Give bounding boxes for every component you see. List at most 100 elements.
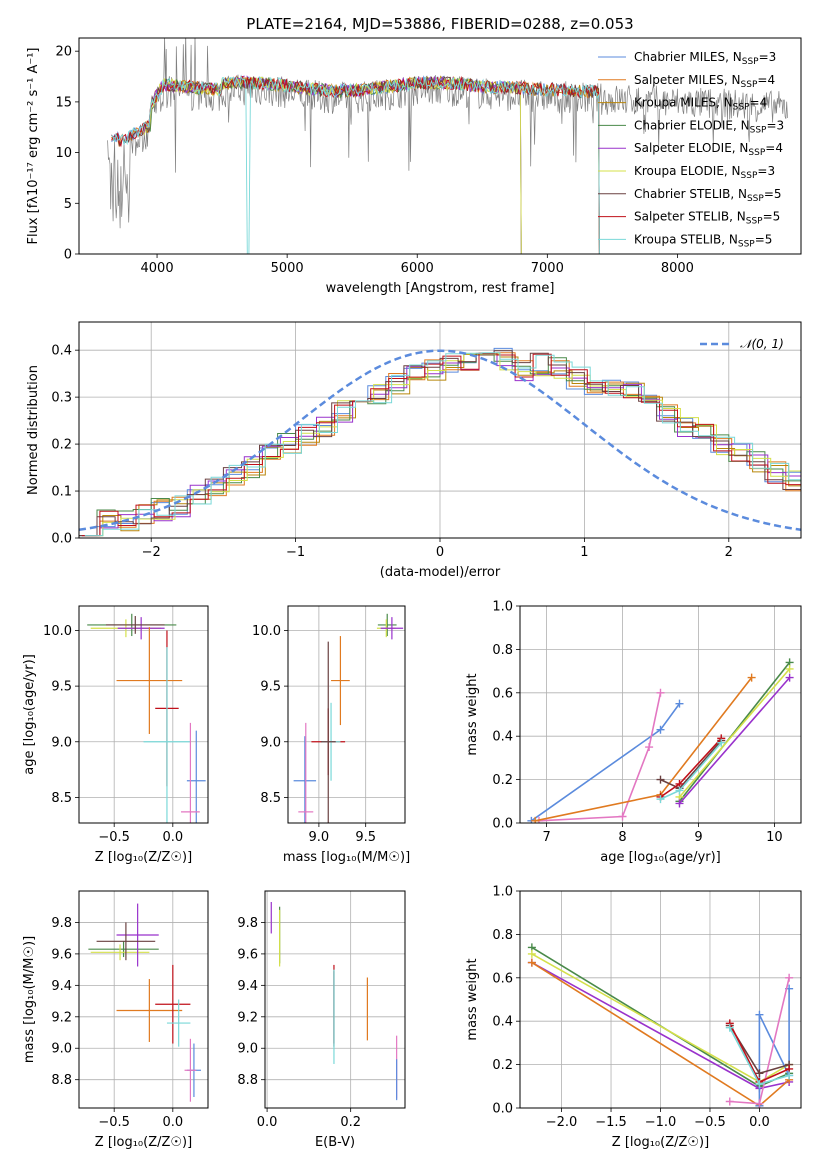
weight-series [675,664,794,801]
plot-area [88,903,201,1102]
y-tick-label: 9.5 [260,680,281,695]
y-axis-label: mass weight [465,958,480,1040]
plot-area [527,943,794,1108]
weight-marker [618,812,627,821]
weight-marker [755,1010,764,1019]
y-tick-label: 10.0 [252,624,281,639]
x-tick-label: −2 [142,545,161,560]
errorbar-point [298,722,314,823]
weight-line [535,677,753,822]
errorbar-point [96,922,156,961]
y-tick-label: 8.5 [51,791,72,806]
weight-marker [527,949,536,958]
panel-age-vs-mass: 9.0 9.5 8.5 9.0 9.5 10.0 mass [log₁₀(M/M☉)] [252,605,410,865]
legend-entry: Salpeter ELODIE, NSSP=4 [634,141,783,158]
residual-histogram [81,352,801,537]
x-tick-label: −1.5 [595,1115,627,1130]
y-tick-label: 9.0 [237,1042,258,1057]
weight-marker [785,1071,794,1080]
weight-line [538,692,662,822]
weight-marker [656,775,665,784]
y-tick-label: 1.0 [492,885,513,900]
y-tick-label: 9.6 [51,947,72,962]
axes-frame [519,605,802,824]
panel-weight-vs-Z: −2.0 −1.5 −1.0 −0.5 0.0 0.0 0.2 0.4 0.6 0.8 1.0 Z [… [465,885,802,1150]
y-tick-label: 8.8 [237,1073,258,1088]
x-tick-label: 0.0 [749,1115,770,1130]
x-tick-label: 6000 [401,261,434,276]
plot-area [107,38,788,254]
errorbar-point [181,722,200,823]
weight-marker [675,799,684,808]
x-tick-label: 2 [725,545,733,560]
y-axis-label: age [log₁₀(age/yr)] [22,654,37,775]
residual-histogram [84,352,801,537]
panel-mass-vs-Z: −0.5 0.0 8.8 9.0 9.2 9.4 9.6 9.8 Z [log₁₀(Z/Z☉)]… [22,890,209,1150]
weight-marker [645,743,654,752]
y-tick-label: 5 [64,197,72,212]
y-axis-label: Flux [fλ10⁻¹⁷ erg cm⁻² s⁻¹ A⁻¹] [26,48,41,245]
x-tick-label: −0.5 [98,1115,130,1130]
residual-histogram [79,353,801,537]
weight-marker [656,688,665,697]
x-tick-label: 0.0 [162,830,183,845]
x-tick-label: −1 [286,545,305,560]
errorbar-point [380,617,404,640]
errorbar-point [166,999,191,1047]
errorbar-point [320,641,336,823]
y-tick-label: 0.2 [51,438,72,453]
weight-marker [725,1023,734,1032]
y-tick-label: 9.0 [260,735,281,750]
weight-marker [755,1080,764,1089]
y-tick-label: 0.4 [492,1015,513,1030]
errorbar-point [331,636,350,726]
model-spectrum [111,75,600,254]
y-tick-label: 9.2 [237,1010,258,1025]
y-tick-label: 1.0 [492,600,513,615]
weight-marker [747,673,756,682]
axes-frame [78,890,209,1109]
axes-frame [264,890,406,1109]
weight-line [678,668,791,798]
x-tick-label: −0.5 [694,1115,726,1130]
weight-marker [755,1099,764,1108]
weight-series [675,673,794,808]
figure-title: PLATE=2164, MJD=53886, FIBERID=0288, z=0… [246,15,633,33]
weight-series [725,1023,794,1089]
axes-frame [78,605,209,824]
y-tick-label: 8.5 [260,791,281,806]
x-tick-label: 0.0 [162,1115,183,1130]
x-axis-label: E(B-V) [315,1135,355,1150]
y-tick-label: 0.6 [492,971,513,986]
x-tick-label: 0.2 [340,1115,361,1130]
legend-entry: Kroupa ELODIE, NSSP=3 [634,164,775,181]
y-tick-label: 9.2 [51,1010,72,1025]
x-tick-label: 7 [542,830,550,845]
y-axis-label: mass [log₁₀(M/M☉)] [22,936,37,1063]
plot-area [79,347,801,537]
panel-weight-vs-age: 7 8 9 10 0.0 0.2 0.4 0.6 0.8 1.0 age [log₁₀(age/yr… [465,600,802,865]
normal-reference-curve [79,349,801,532]
y-tick-label: 0.4 [51,344,72,359]
legend-entry: 𝒩(0, 1) [740,337,784,351]
y-axis-label: mass weight [465,673,480,755]
y-tick-label: 0.0 [492,1102,513,1117]
x-axis-label: age [log₁₀(age/yr)] [600,850,721,865]
plot-area [293,613,404,823]
errorbar-point [186,730,206,823]
x-axis-label: Z [log₁₀(Z/Z☉)] [95,1135,192,1150]
errorbar-point [116,979,183,1042]
weight-line [758,988,790,1106]
x-tick-label: −1.0 [645,1115,677,1130]
weight-line [678,677,791,805]
y-tick-label: 0.8 [492,928,513,943]
errorbar-point [117,617,165,640]
panel-residuals: 𝒩(0, 1) −2 −1 0 1 2 0.0 0.1 0.2 0.3 0.4 (data-model… [26,321,802,580]
legend: Chabrier MILES, NSSP=3 Salpeter MILES, NS… [598,50,784,249]
y-tick-label: 10.0 [43,624,72,639]
weight-marker [755,1069,764,1078]
x-tick-label: 9.0 [309,830,330,845]
residual-histogram [84,354,801,537]
x-tick-label: 0 [436,545,444,560]
